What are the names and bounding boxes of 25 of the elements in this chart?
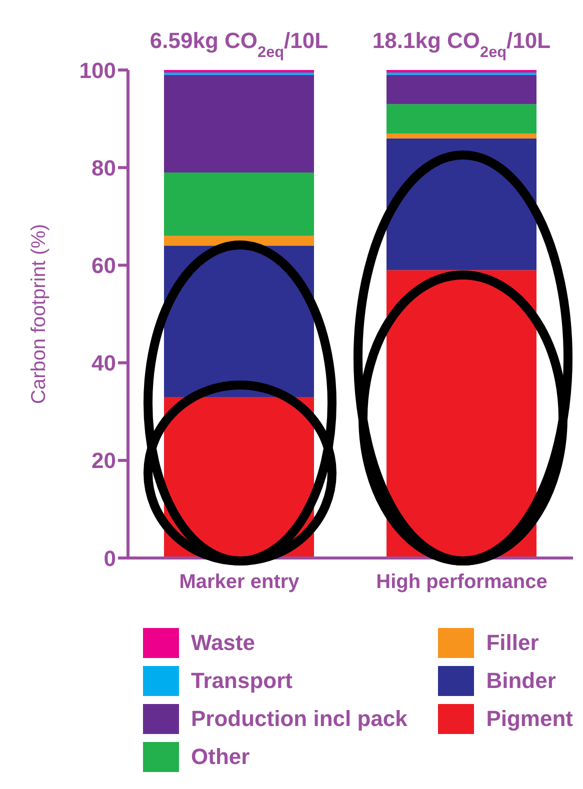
bar <box>386 72 536 75</box>
legend-label: Other <box>191 744 250 770</box>
y-tick-label: 80 <box>92 155 116 180</box>
legend-label: Transport <box>191 668 292 694</box>
bar <box>164 172 314 236</box>
bar <box>386 133 536 138</box>
legend-label: Binder <box>486 668 556 694</box>
y-tick-label: 0 <box>104 546 116 571</box>
text: 18.1kg CO$_{2eq}$/10L <box>372 28 551 60</box>
text: 6.59kg CO$_{2eq}$/10L <box>150 28 328 60</box>
x-tick-label: High performance <box>376 571 548 594</box>
x-tick-label: Marker entry <box>179 571 300 594</box>
y-tick-label: 60 <box>92 253 116 278</box>
legend-label: Filler <box>486 630 539 656</box>
legend-label: Production incl pack <box>191 706 408 732</box>
bar <box>386 104 536 134</box>
y-tick-label: 40 <box>92 350 116 376</box>
y-tick-label: 20 <box>92 448 116 474</box>
legend-label: Waste <box>191 630 255 656</box>
legend-label: Pigment <box>486 706 573 732</box>
y-tick-label: 100 <box>79 58 116 83</box>
bar <box>164 72 314 75</box>
y-axis-title: Carbon footprint (%) <box>28 224 50 404</box>
bar <box>386 74 536 104</box>
bar <box>164 74 314 172</box>
